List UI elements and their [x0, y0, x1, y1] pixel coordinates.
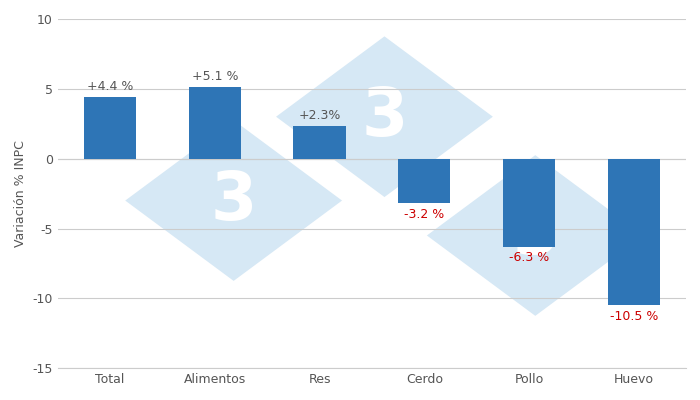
Text: 3: 3	[361, 84, 407, 150]
Bar	[293, 126, 346, 159]
Y-axis label: Variación % INPC: Variación % INPC	[14, 140, 27, 247]
Polygon shape	[125, 120, 342, 281]
Text: -3.2 %: -3.2 %	[404, 208, 444, 220]
Text: 3: 3	[512, 202, 559, 268]
Text: +5.1 %: +5.1 %	[192, 70, 238, 83]
Polygon shape	[276, 36, 493, 197]
Text: +4.4 %: +4.4 %	[87, 80, 133, 93]
Bar	[188, 87, 241, 159]
Bar	[503, 159, 555, 247]
Text: 3: 3	[211, 168, 257, 234]
Text: -6.3 %: -6.3 %	[509, 251, 549, 264]
Bar	[608, 159, 660, 305]
Bar	[84, 97, 136, 159]
Text: +2.3%: +2.3%	[298, 109, 341, 122]
Bar	[398, 159, 450, 203]
Text: -10.5 %: -10.5 %	[610, 310, 658, 322]
Polygon shape	[427, 155, 644, 316]
